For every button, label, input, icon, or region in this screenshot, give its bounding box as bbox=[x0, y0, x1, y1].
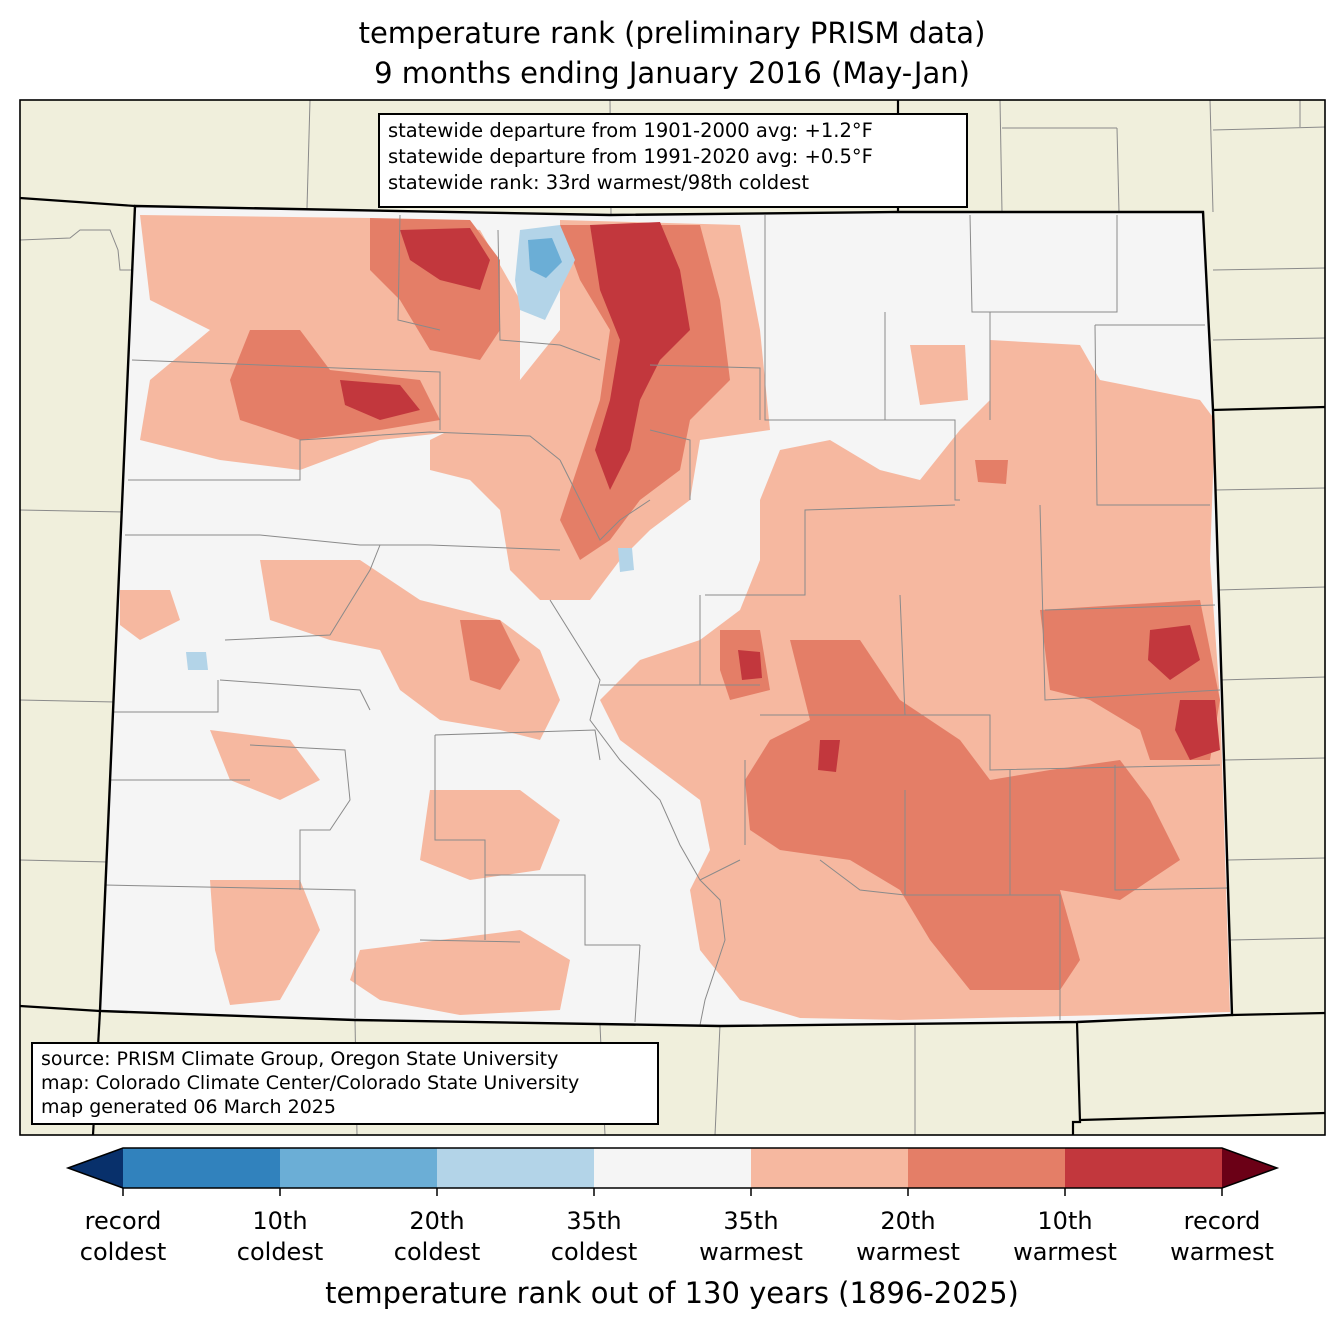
colorbar-tick-label-5: 35th warmest bbox=[699, 1207, 803, 1266]
colorbar-ticks bbox=[122, 1188, 1223, 1196]
statewide-stats-box: statewide departure from 1901-2000 avg: … bbox=[378, 113, 968, 208]
credits-line-1: source: PRISM Climate Group, Oregon Stat… bbox=[41, 1048, 559, 1070]
credits-box: source: PRISM Climate Group, Oregon Stat… bbox=[31, 1042, 659, 1125]
colorbar-tick-label-6: 20th warmest bbox=[856, 1207, 960, 1266]
colorbar-segment-2 bbox=[280, 1148, 437, 1188]
stats-line-2: statewide departure from 1991-2020 avg: … bbox=[388, 145, 873, 168]
colorbar-tick-label-3: 20th coldest bbox=[393, 1207, 481, 1266]
colorbar-tick-label-4: 35th coldest bbox=[550, 1207, 638, 1266]
stats-line-1: statewide departure from 1901-2000 avg: … bbox=[388, 119, 873, 142]
map-title-line1: temperature rank (preliminary PRISM data… bbox=[358, 16, 986, 50]
colorbar-tick-label-7: 10th warmest bbox=[1013, 1207, 1117, 1266]
colorbar-tick-label-1: record coldest bbox=[79, 1207, 167, 1266]
colorbar-segment-5 bbox=[751, 1148, 908, 1188]
map-frame bbox=[19, 99, 1326, 1136]
colorbar-segment-3 bbox=[437, 1148, 594, 1188]
colorbar-segment-1 bbox=[123, 1148, 280, 1188]
colorbar-tick-label-2: 10th coldest bbox=[236, 1207, 324, 1266]
colorbar-tick-label-8: record warmest bbox=[1170, 1207, 1274, 1266]
stats-line-3: statewide rank: 33rd warmest/98th coldes… bbox=[388, 171, 809, 194]
colorbar-segment-6 bbox=[908, 1148, 1065, 1188]
warm-10-record-regions bbox=[340, 222, 1220, 772]
colorado-county-lines bbox=[104, 214, 1229, 1026]
rank-regions bbox=[120, 215, 1230, 1020]
map-title-line2: 9 months ending January 2016 (May-Jan) bbox=[374, 56, 970, 90]
colorbar-extend-warm bbox=[1222, 1148, 1277, 1188]
colorbar bbox=[65, 1147, 1280, 1196]
colorbar-title: temperature rank out of 130 years (1896-… bbox=[325, 1276, 1019, 1310]
credits-line-3: map generated 06 March 2025 bbox=[41, 1096, 336, 1118]
colorbar-segment-7 bbox=[1065, 1148, 1222, 1188]
colorado-state-border bbox=[98, 204, 1234, 1028]
colorbar-extend-cold bbox=[68, 1148, 123, 1188]
colorbar-segment-4 bbox=[594, 1148, 751, 1188]
credits-line-2: map: Colorado Climate Center/Colorado St… bbox=[41, 1072, 580, 1094]
colder-regions bbox=[528, 238, 562, 278]
